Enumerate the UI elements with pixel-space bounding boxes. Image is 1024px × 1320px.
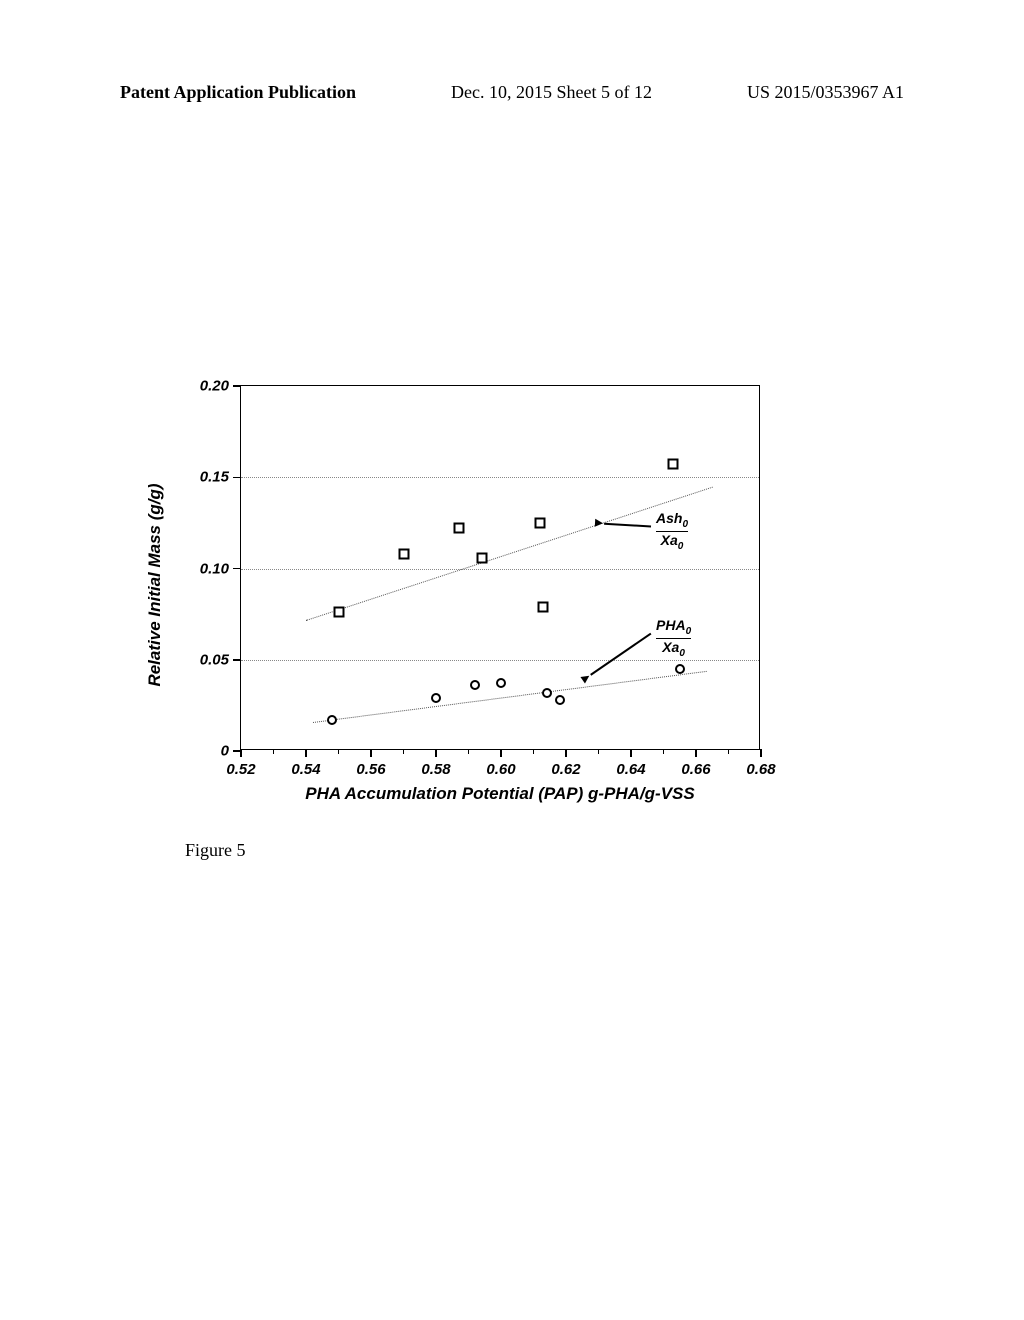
page-header: Patent Application Publication Dec. 10, …: [0, 82, 1024, 103]
annotation-arrow: [604, 523, 651, 527]
x-minor-tick: [468, 749, 469, 754]
x-tick: [240, 749, 242, 757]
x-tick: [370, 749, 372, 757]
data-point: [555, 695, 565, 705]
trend-line: [306, 486, 713, 620]
data-point: [470, 680, 480, 690]
y-tick-label: 0.10: [200, 560, 229, 577]
x-tick-label: 0.58: [421, 761, 450, 778]
data-point: [668, 459, 679, 470]
x-tick: [435, 749, 437, 757]
series-annotation: Ash0Xa0: [656, 511, 688, 552]
plot-area: PHA Accumulation Potential (PAP) g-PHA/g…: [240, 385, 760, 750]
x-minor-tick: [403, 749, 404, 754]
x-tick-label: 0.60: [486, 761, 515, 778]
x-tick: [630, 749, 632, 757]
data-point: [333, 607, 344, 618]
y-tick: [233, 477, 241, 479]
series-annotation: PHA0Xa0: [656, 618, 691, 659]
data-point: [327, 715, 337, 725]
data-point: [453, 523, 464, 534]
x-minor-tick: [533, 749, 534, 754]
annotation-arrow: [590, 633, 651, 676]
x-tick: [305, 749, 307, 757]
x-tick-label: 0.64: [616, 761, 645, 778]
data-point: [398, 548, 409, 559]
y-tick-label: 0: [221, 743, 229, 760]
y-tick-label: 0.20: [200, 378, 229, 395]
y-tick-label: 0.05: [200, 651, 229, 668]
x-tick: [500, 749, 502, 757]
x-minor-tick: [728, 749, 729, 754]
arrowhead-icon: [594, 519, 602, 527]
trend-line: [312, 671, 705, 723]
x-tick-label: 0.52: [226, 761, 255, 778]
data-point: [535, 517, 546, 528]
grid-line: [241, 569, 759, 570]
y-tick-label: 0.15: [200, 469, 229, 486]
header-center: Dec. 10, 2015 Sheet 5 of 12: [451, 82, 652, 103]
y-tick: [233, 568, 241, 570]
scatter-chart: Relative Initial Mass (g/g) PHA Accumula…: [185, 385, 765, 785]
x-tick-label: 0.56: [356, 761, 385, 778]
y-tick: [233, 385, 241, 387]
x-axis-title: PHA Accumulation Potential (PAP) g-PHA/g…: [305, 784, 694, 804]
data-point: [542, 688, 552, 698]
data-point: [476, 552, 487, 563]
x-tick: [695, 749, 697, 757]
y-tick: [233, 659, 241, 661]
y-axis-title: Relative Initial Mass (g/g): [145, 483, 165, 686]
x-tick: [760, 749, 762, 757]
x-tick-label: 0.68: [746, 761, 775, 778]
x-minor-tick: [663, 749, 664, 754]
data-point: [538, 601, 549, 612]
grid-line: [241, 477, 759, 478]
x-tick-label: 0.62: [551, 761, 580, 778]
header-left: Patent Application Publication: [120, 82, 356, 103]
data-point: [431, 693, 441, 703]
x-minor-tick: [598, 749, 599, 754]
data-point: [496, 678, 506, 688]
x-minor-tick: [273, 749, 274, 754]
x-tick-label: 0.66: [681, 761, 710, 778]
data-point: [675, 664, 685, 674]
figure-caption: Figure 5: [185, 840, 246, 861]
x-minor-tick: [338, 749, 339, 754]
grid-line: [241, 660, 759, 661]
x-tick: [565, 749, 567, 757]
header-right: US 2015/0353967 A1: [747, 82, 904, 103]
x-tick-label: 0.54: [291, 761, 320, 778]
